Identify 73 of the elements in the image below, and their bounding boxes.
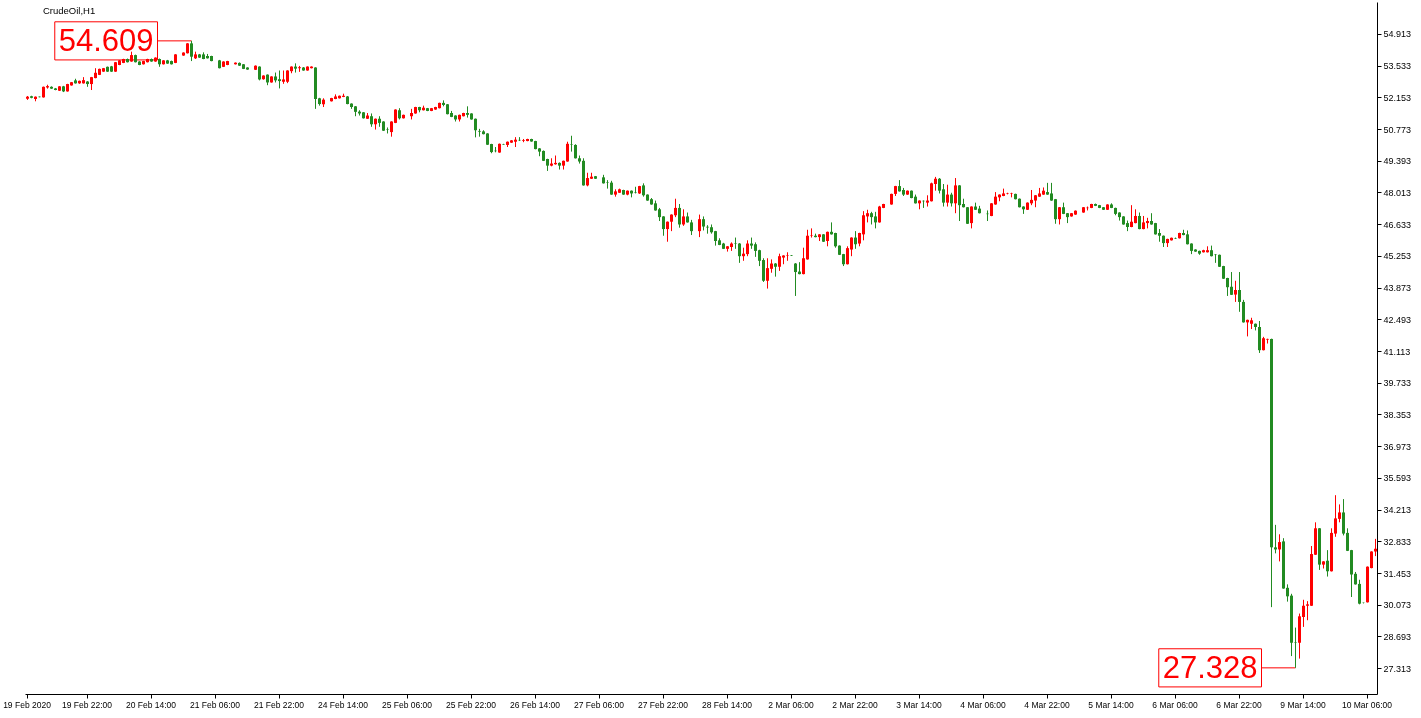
x-tick-label: 10 Mar 06:00 (1341, 699, 1393, 710)
candlestick (958, 184, 961, 222)
y-tick-label: 32.833 (1383, 536, 1412, 547)
candlestick (946, 184, 949, 208)
x-tick-label: 5 Mar 14:00 (1088, 699, 1134, 710)
y-tick-label: 54.913 (1383, 29, 1412, 40)
candlestick (794, 262, 797, 297)
y-tick-label: 35.593 (1383, 473, 1412, 484)
x-tick-label: 19 Feb 22:00 (61, 699, 113, 710)
candlestick (678, 203, 681, 229)
x-tick-label: 27 Feb 06:00 (573, 699, 625, 710)
candlestick (1238, 271, 1241, 313)
candlestick (666, 220, 669, 243)
candlestick (766, 257, 769, 290)
y-tick-label: 34.213 (1383, 505, 1412, 516)
candlestick (190, 40, 193, 62)
y-tick-label: 41.113 (1383, 346, 1411, 357)
candlestick (954, 177, 957, 214)
x-tick-label: 19 Feb 2020 (3, 699, 52, 710)
x-tick-label: 3 Mar 14:00 (896, 699, 942, 710)
x-tick-label: 28 Feb 14:00 (701, 699, 753, 710)
candlestick (1326, 549, 1329, 578)
y-tick-label: 43.873 (1383, 283, 1412, 294)
candlestick (466, 105, 469, 119)
x-tick-label: 2 Mar 22:00 (832, 699, 878, 710)
y-tick-label: 31.453 (1383, 568, 1412, 579)
y-tick-label: 46.633 (1383, 219, 1412, 230)
x-tick-label: 4 Mar 06:00 (960, 699, 1006, 710)
y-tick-label: 36.973 (1383, 441, 1412, 452)
y-tick-label: 42.493 (1383, 314, 1412, 325)
candlestick (1234, 280, 1237, 303)
y-tick-label: 39.733 (1383, 378, 1412, 389)
y-tick-label: 28.693 (1383, 631, 1412, 642)
x-tick-label: 25 Feb 06:00 (381, 699, 433, 710)
candlestick (698, 214, 701, 238)
x-tick-label: 25 Feb 22:00 (445, 699, 497, 710)
chart-title: CrudeOil,H1 (43, 5, 96, 16)
x-tick-label: 21 Feb 22:00 (253, 699, 305, 710)
y-tick-label: 27.313 (1383, 663, 1412, 674)
candlestick (1358, 579, 1361, 605)
y-tick-label: 52.153 (1383, 92, 1412, 103)
x-tick-label: 2 Mar 06:00 (768, 699, 814, 710)
x-tick-label: 27 Feb 22:00 (637, 699, 689, 710)
candlestick (566, 141, 569, 163)
candlestick (970, 205, 973, 229)
x-tick-label: 6 Mar 22:00 (1216, 699, 1262, 710)
y-tick-label: 49.393 (1383, 156, 1412, 167)
candlestick (1242, 299, 1245, 324)
x-tick-label: 24 Feb 14:00 (317, 699, 369, 710)
candlestick (734, 237, 737, 250)
y-tick-label: 48.013 (1383, 187, 1412, 198)
candlestick (926, 194, 929, 208)
x-tick-label: 4 Mar 22:00 (1024, 699, 1070, 710)
x-tick-label: 21 Feb 06:00 (189, 699, 241, 710)
candlestick (942, 183, 945, 208)
annotation: 27.328 (1162, 649, 1258, 685)
y-tick-label: 30.073 (1383, 600, 1412, 611)
x-tick-label: 20 Feb 14:00 (125, 699, 177, 710)
candlestick (1274, 524, 1277, 554)
y-tick-label: 38.353 (1383, 409, 1412, 420)
x-tick-label: 26 Feb 14:00 (509, 699, 561, 710)
x-tick-label: 6 Mar 06:00 (1152, 699, 1198, 710)
x-tick-label: 9 Mar 14:00 (1280, 699, 1326, 710)
y-tick-label: 50.773 (1383, 124, 1412, 135)
candlestick (862, 210, 865, 241)
annotation: 54.609 (58, 22, 154, 58)
candlestick (674, 198, 677, 218)
candlestick (570, 135, 573, 153)
y-tick-label: 45.253 (1383, 251, 1412, 262)
y-tick-label: 53.533 (1383, 61, 1412, 72)
candlestick (738, 242, 741, 264)
candlestick (1278, 533, 1281, 562)
candlestick (1258, 320, 1261, 354)
